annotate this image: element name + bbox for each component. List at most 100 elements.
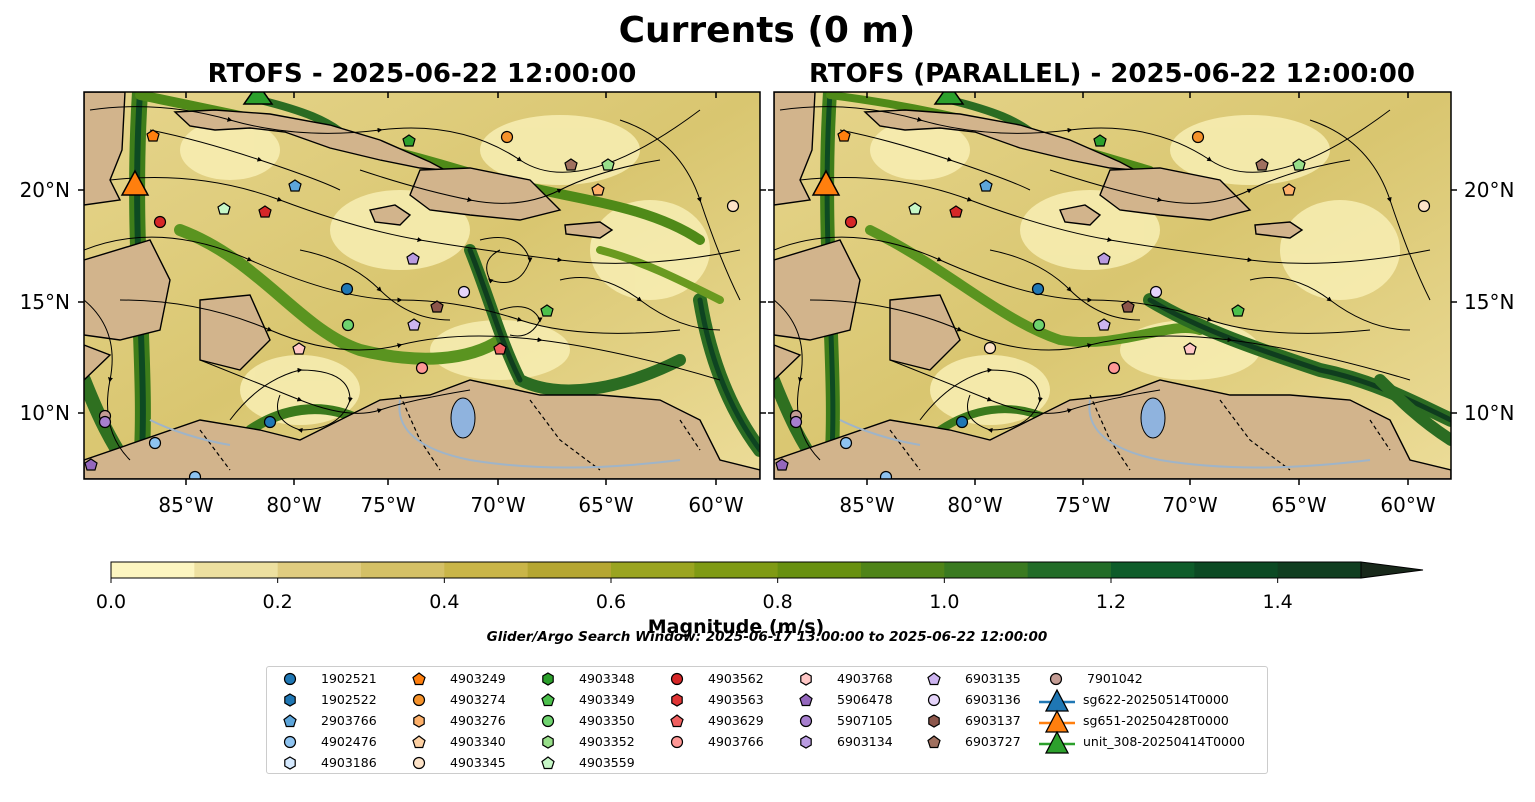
lat-label-10n: 10°N xyxy=(20,401,70,425)
search-window-caption: Glider/Argo Search Window: 2025-06-17 13… xyxy=(487,629,1048,645)
colorbar-segment xyxy=(611,562,695,578)
lat-label-15n: 15°N xyxy=(20,290,70,314)
legend-label: sg622-20250514T0000 xyxy=(1083,692,1229,707)
colorbar-ticks: 0.0 0.2 0.4 0.6 0.8 1.0 1.2 1.4 xyxy=(96,578,1293,613)
colorbar-segment xyxy=(777,562,862,578)
legend-label: 4903766 xyxy=(708,734,764,749)
legend-label: 4903276 xyxy=(450,713,506,728)
triangle-marker-icon xyxy=(1039,688,1075,712)
circle-marker-icon xyxy=(670,735,684,749)
colorbar-segment xyxy=(277,562,362,578)
lon-label-70w: 70°W xyxy=(470,493,525,517)
lat-label-20n: 20°N xyxy=(20,178,70,202)
legend-label: 4903349 xyxy=(579,692,635,707)
legend-label: 2903766 xyxy=(321,713,377,728)
hexagon-marker-icon xyxy=(542,672,554,686)
lon-label-65w: 65°W xyxy=(1271,493,1326,517)
pentagon-marker-icon xyxy=(283,714,297,728)
lon-label-75w: 75°W xyxy=(360,493,415,517)
lon-label-70w: 70°W xyxy=(1162,493,1217,517)
legend-label: 4903345 xyxy=(450,755,506,770)
legend-label: 4903352 xyxy=(579,734,635,749)
streamlines xyxy=(84,106,741,461)
pentagon-marker-icon xyxy=(670,714,684,728)
legend-label: 4903274 xyxy=(450,692,506,707)
hexagon-marker-icon xyxy=(800,672,812,686)
colorbar: 0.0 0.2 0.4 0.6 0.8 1.0 1.2 1.4 Magnitude (m/s) xyxy=(96,561,1424,638)
legend-label: sg651-20250428T0000 xyxy=(1083,713,1229,728)
rivers xyxy=(839,399,1371,469)
legend-label: 7901042 xyxy=(1087,671,1143,686)
pentagon-marker-icon xyxy=(541,693,555,707)
hexagon-marker-icon xyxy=(928,714,940,728)
colorbar-label: Magnitude (m/s) xyxy=(648,616,825,638)
lon-label-60w: 60°W xyxy=(688,493,743,517)
colorbar-segments xyxy=(111,561,1424,579)
legend-label: unit_308-20250414T0000 xyxy=(1083,734,1245,749)
legend-label: 4903562 xyxy=(708,671,764,686)
legend-label: 5906478 xyxy=(837,692,893,707)
colorbar-tick-label: 0.0 xyxy=(96,591,126,613)
hexagon-marker-icon xyxy=(542,735,554,749)
colorbar-segment xyxy=(944,562,1029,578)
pentagon-marker-icon xyxy=(799,693,813,707)
legend-label: 4903563 xyxy=(708,692,764,707)
lat-label-10n: 10°N xyxy=(1464,401,1514,425)
circle-marker-icon xyxy=(412,756,426,770)
colorbar-tick-label: 0.4 xyxy=(429,591,459,613)
colorbar-segment xyxy=(1027,562,1112,578)
circle-marker-icon xyxy=(283,735,297,749)
colorbar-segment xyxy=(861,562,945,578)
legend-label: 6903136 xyxy=(965,692,1021,707)
legend-label: 6903135 xyxy=(965,671,1021,686)
circle-marker-icon xyxy=(799,714,813,728)
pentagon-marker-icon xyxy=(412,735,426,749)
legend-label: 4903768 xyxy=(837,671,893,686)
map-panel-rtofs: RTOFS - 2025-06-22 12:00:00 xyxy=(20,59,766,517)
legend-label: 6903137 xyxy=(965,713,1021,728)
colorbar-segment xyxy=(361,562,445,578)
legend-label: 4903249 xyxy=(450,671,506,686)
colorbar-segment xyxy=(1111,562,1195,578)
triangle-marker-icon xyxy=(1039,730,1075,754)
panel-title-rtofs: RTOFS - 2025-06-22 12:00:00 xyxy=(208,59,637,89)
colorbar-tick-label: 1.4 xyxy=(1263,591,1293,613)
rivers xyxy=(149,399,681,469)
pentagon-marker-icon xyxy=(927,672,941,686)
legend-label: 4903629 xyxy=(708,713,764,728)
map-frame xyxy=(83,91,761,480)
colorbar-tick-label: 1.0 xyxy=(929,591,959,613)
lake-maracaibo xyxy=(450,397,476,439)
colorbar-tick-label: 0.2 xyxy=(263,591,293,613)
map-panel-rtofs-parallel: RTOFS (PARALLEL) - 2025-06-22 12:00:00 xyxy=(768,59,1514,517)
lat-label-20n: 20°N xyxy=(1464,178,1514,202)
colorbar-segment xyxy=(444,562,529,578)
legend-label: 4903350 xyxy=(579,713,635,728)
pentagon-marker-icon xyxy=(927,735,941,749)
legend-label: 6903727 xyxy=(965,734,1021,749)
colorbar-tick-label: 1.2 xyxy=(1096,591,1126,613)
colorbar-tick-label: 0.6 xyxy=(596,591,626,613)
map-frame xyxy=(773,91,1452,480)
legend-label: 4903186 xyxy=(321,755,377,770)
lon-label-65w: 65°W xyxy=(578,493,633,517)
panel-title-rtofs-parallel: RTOFS (PARALLEL) - 2025-06-22 12:00:00 xyxy=(809,59,1415,89)
legend-label: 5907105 xyxy=(837,713,893,728)
pentagon-marker-icon xyxy=(541,756,555,770)
graticule-ticks xyxy=(78,92,766,485)
circle-marker-icon xyxy=(412,693,426,707)
lon-label-75w: 75°W xyxy=(1055,493,1110,517)
colorbar-segment xyxy=(527,562,612,578)
hexagon-marker-icon xyxy=(413,714,425,728)
legend-label: 4902476 xyxy=(321,734,377,749)
colorbar-tick-label: 0.8 xyxy=(763,591,793,613)
circle-marker-icon xyxy=(1049,672,1063,686)
colorbar-segment xyxy=(694,562,779,578)
hexagon-marker-icon xyxy=(671,693,683,707)
circle-marker-icon xyxy=(541,714,555,728)
legend-label: 1902521 xyxy=(321,671,377,686)
colorbar-frame xyxy=(110,561,1362,579)
colorbar-segment xyxy=(1194,562,1279,578)
triangle-marker-icon xyxy=(1039,709,1075,733)
